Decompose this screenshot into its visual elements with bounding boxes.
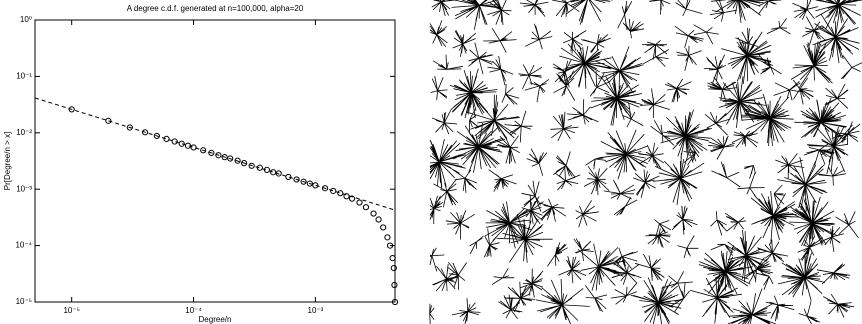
data-point xyxy=(356,199,363,206)
data-point xyxy=(391,298,399,306)
y-tick-label: 10⁻¹ xyxy=(16,72,32,81)
y-tick-label: 10⁻⁴ xyxy=(15,241,32,250)
data-point xyxy=(343,193,350,200)
chart-title: A degree c.d.f. generated at n=100,000, … xyxy=(127,4,304,13)
data-point xyxy=(141,129,149,136)
data-point xyxy=(190,144,197,151)
data-point xyxy=(337,190,344,197)
data-point xyxy=(362,204,370,211)
data-point xyxy=(300,178,307,185)
y-tick-label: 10⁰ xyxy=(20,15,32,24)
data-point xyxy=(312,182,319,189)
data-point xyxy=(208,149,215,157)
data-point xyxy=(321,185,329,192)
network-edges xyxy=(429,0,862,324)
data-point xyxy=(248,162,255,169)
data-point xyxy=(285,173,292,181)
data-point xyxy=(221,154,228,161)
data-point xyxy=(241,160,248,167)
plot-frame xyxy=(34,19,396,303)
x-tick-label: 10⁻³ xyxy=(308,306,324,315)
data-point xyxy=(348,195,356,202)
data-point xyxy=(330,187,337,195)
data-point xyxy=(126,124,133,131)
data-point xyxy=(215,152,222,159)
data-point xyxy=(384,234,391,241)
data-point xyxy=(306,180,313,187)
data-point xyxy=(380,224,387,231)
data-point xyxy=(256,164,263,171)
data-point xyxy=(171,138,178,145)
y-axis-label: Pr[Degree/n > x] xyxy=(3,132,12,190)
data-point xyxy=(370,210,377,217)
data-point xyxy=(184,142,192,149)
data-point xyxy=(163,135,170,142)
data-point xyxy=(390,264,397,272)
x-tick-label: 10⁻⁵ xyxy=(63,306,79,315)
data-point xyxy=(263,166,271,173)
x-tick-label: 10⁻⁴ xyxy=(185,306,202,315)
data-point xyxy=(375,216,382,223)
data-point xyxy=(105,117,112,124)
data-point xyxy=(275,170,282,177)
data-point xyxy=(153,132,160,140)
data-point xyxy=(200,147,207,154)
data-point xyxy=(178,140,185,147)
y-tick-label: 10⁻² xyxy=(16,128,32,137)
data-point xyxy=(391,281,398,289)
y-tick-label: 10⁻⁵ xyxy=(16,297,32,306)
y-tick-label: 10⁻³ xyxy=(16,184,32,193)
data-point xyxy=(293,176,300,183)
data-point xyxy=(68,106,75,113)
data-point xyxy=(270,169,277,176)
data-point xyxy=(227,155,234,162)
network-drawing xyxy=(429,0,862,324)
data-point xyxy=(389,255,396,262)
x-axis-label: Degree/n xyxy=(199,315,232,324)
data-point xyxy=(386,242,394,249)
data-point xyxy=(234,157,241,164)
